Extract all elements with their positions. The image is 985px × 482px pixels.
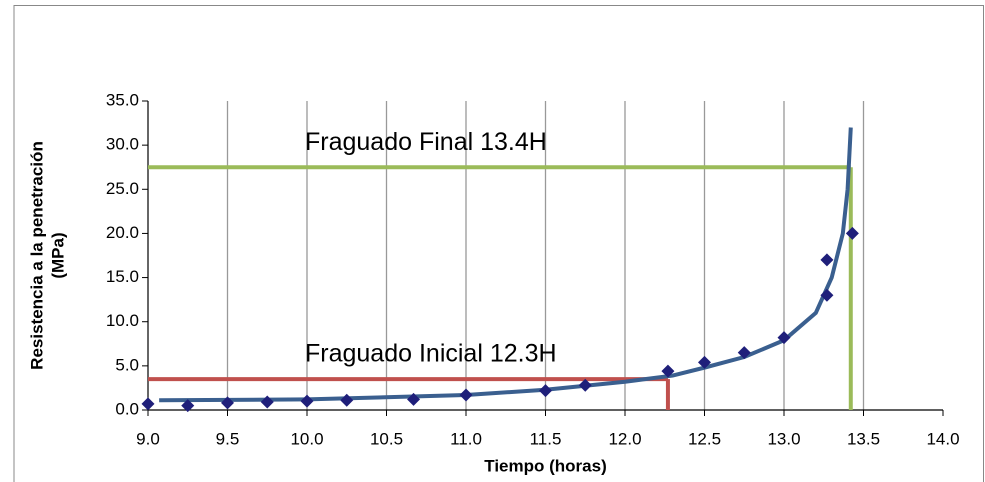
y-tick-label: 5.0 <box>115 355 139 374</box>
data-point <box>845 226 859 240</box>
annotation: Fraguado Final 13.4H <box>305 128 547 156</box>
data-point <box>698 355 711 369</box>
x-tick-label: 9.5 <box>216 429 240 448</box>
y-tick-label: 10.0 <box>106 311 139 330</box>
data-point <box>181 399 195 413</box>
x-tick-label: 11.0 <box>450 429 482 448</box>
y-tick-label: 30.0 <box>106 135 139 154</box>
x-tick-label: 14.0 <box>926 429 959 448</box>
x-axis-label: Tiempo (horas) <box>484 456 606 475</box>
y-axis-label: (MPa) <box>48 232 67 278</box>
data-point <box>300 394 314 408</box>
annotation: Fraguado Inicial 12.3H <box>305 340 557 368</box>
data-point <box>661 364 675 378</box>
y-tick-label: 15.0 <box>106 267 139 286</box>
x-tick-label: 13.5 <box>847 429 880 448</box>
y-tick-label: 35.0 <box>106 90 139 109</box>
y-tick-label: 0.0 <box>115 399 139 418</box>
y-tick-label: 20.0 <box>106 223 139 242</box>
data-point <box>340 393 354 407</box>
data-point <box>820 288 834 302</box>
data-point <box>141 397 155 411</box>
data-point <box>737 346 751 360</box>
x-tick-label: 10.0 <box>290 429 323 448</box>
x-tick-label: 10.5 <box>370 429 403 448</box>
data-point <box>820 253 834 267</box>
data-point <box>459 388 473 402</box>
data-point <box>260 395 274 409</box>
data-point <box>407 392 421 406</box>
data-point <box>777 331 791 345</box>
x-tick-label: 12.0 <box>608 429 641 448</box>
x-tick-label: 9.0 <box>136 429 160 448</box>
x-tick-label: 13.0 <box>767 429 800 448</box>
data-point <box>578 378 592 392</box>
fit-curve <box>159 127 853 403</box>
y-tick-label: 25.0 <box>106 179 139 198</box>
y-axis-label: Resistencia a la penetración <box>27 141 46 370</box>
data-point <box>221 396 234 410</box>
x-tick-label: 11.5 <box>530 429 562 448</box>
data-point <box>539 384 552 398</box>
frame <box>13 5 984 482</box>
x-tick-label: 12.5 <box>688 429 721 448</box>
